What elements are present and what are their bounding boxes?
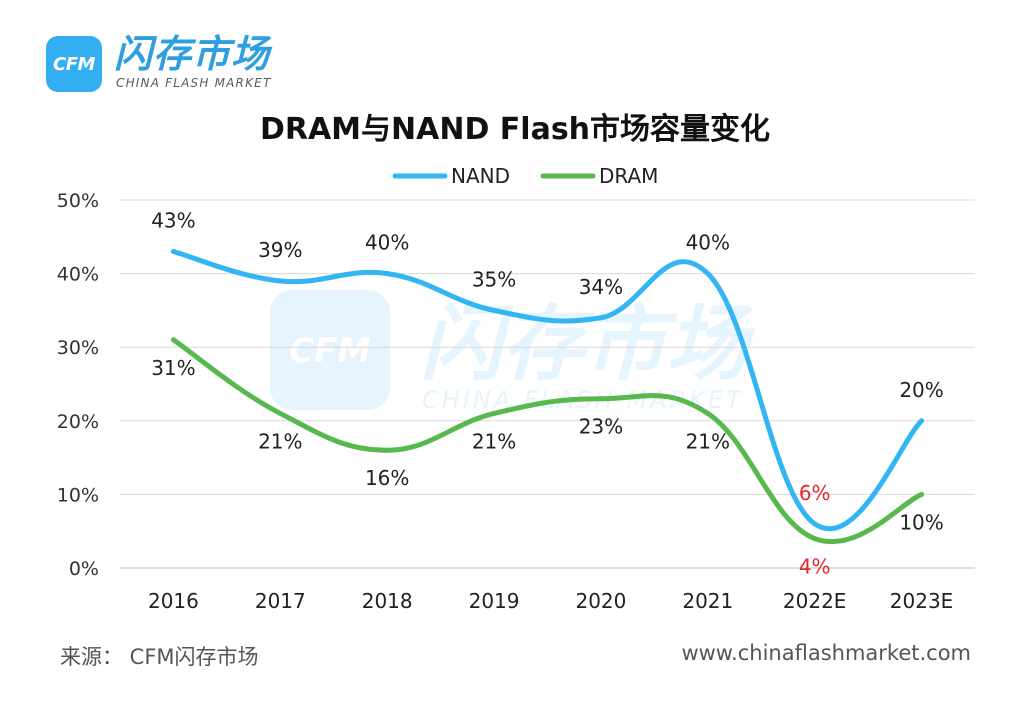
watermark-badge bbox=[270, 290, 390, 410]
y-tick-label: 10% bbox=[57, 484, 99, 506]
y-tick-label: 50% bbox=[57, 190, 99, 212]
data-label-dram: 4% bbox=[799, 555, 831, 579]
data-label-dram: 23% bbox=[579, 415, 623, 439]
x-tick-label: 2017 bbox=[255, 589, 306, 613]
brand-name: 闪存市场 bbox=[114, 32, 271, 76]
legend[interactable]: NAND DRAM bbox=[392, 164, 658, 188]
data-label-nand: 40% bbox=[686, 231, 730, 255]
watermark-badge-text: CFM bbox=[289, 331, 371, 371]
data-label-nand: 35% bbox=[472, 267, 516, 291]
data-point-dram bbox=[277, 410, 283, 416]
source-text: 来源： CFM闪存市场 bbox=[60, 645, 259, 669]
data-label-nand: 39% bbox=[258, 238, 302, 262]
data-label-nand: 6% bbox=[799, 481, 831, 505]
data-point-dram bbox=[170, 337, 176, 343]
series-line-dram bbox=[170, 337, 925, 545]
y-tick-label: 40% bbox=[57, 264, 99, 286]
data-label-dram: 10% bbox=[899, 510, 943, 534]
data-point-nand bbox=[277, 278, 283, 284]
x-tick-label: 2018 bbox=[362, 589, 413, 613]
data-label-dram: 21% bbox=[686, 429, 730, 453]
data-point-dram bbox=[705, 410, 711, 416]
brand-logo-badge-text: CFM bbox=[53, 53, 95, 75]
data-label-dram: 16% bbox=[365, 466, 409, 490]
data-point-nand bbox=[170, 249, 176, 255]
x-axis: 2016 2017 2018 2019 2020 2021 2022E 2023E bbox=[148, 589, 953, 613]
y-tick-label: 20% bbox=[57, 411, 99, 433]
data-label-dram: 21% bbox=[472, 429, 516, 453]
data-point-nand bbox=[384, 271, 390, 277]
x-tick-label: 2022E bbox=[783, 589, 847, 613]
data-label-dram: 21% bbox=[258, 429, 302, 453]
website-text: www.chinaflashmarket.com bbox=[681, 641, 971, 665]
y-axis: 0% 10% 20% 30% 40% 50% bbox=[57, 190, 99, 580]
data-point-dram bbox=[812, 536, 818, 542]
data-labels: 43% 39% 40% 35% 34% 40% 6% 20% 31% 21% 16% 21% 23% 21… bbox=[151, 209, 944, 579]
x-tick-label: 2016 bbox=[148, 589, 199, 613]
data-point-nand bbox=[705, 271, 711, 277]
legend-label-dram[interactable]: DRAM bbox=[599, 164, 658, 188]
series bbox=[170, 249, 925, 545]
data-point-nand bbox=[919, 418, 925, 424]
data-point-dram bbox=[491, 410, 497, 416]
watermark-name: 闪存市场 bbox=[420, 297, 756, 392]
legend-label-nand[interactable]: NAND bbox=[451, 164, 510, 188]
watermark: CFM 闪存市场 CHINA FLASH MARKET bbox=[270, 290, 756, 414]
brand-subtitle: CHINA FLASH MARKET bbox=[116, 76, 272, 90]
x-tick-label: 2021 bbox=[682, 589, 733, 613]
data-point-nand bbox=[598, 315, 604, 321]
brand-logo-badge: CFM bbox=[46, 36, 102, 92]
data-label-nand: 43% bbox=[151, 209, 195, 233]
data-label-dram: 31% bbox=[151, 356, 195, 380]
data-label-nand: 20% bbox=[899, 378, 943, 402]
data-point-nand bbox=[812, 521, 818, 527]
y-tick-label: 30% bbox=[57, 337, 99, 359]
grid bbox=[120, 199, 975, 569]
x-tick-label: 2023E bbox=[890, 589, 954, 613]
chart-title: DRAM与NAND Flash市场容量变化 bbox=[260, 112, 770, 147]
data-point-dram bbox=[919, 491, 925, 497]
data-point-dram bbox=[384, 447, 390, 453]
x-tick-label: 2019 bbox=[469, 589, 520, 613]
x-tick-label: 2020 bbox=[575, 589, 626, 613]
data-label-nand: 40% bbox=[365, 231, 409, 255]
data-point-nand bbox=[491, 307, 497, 313]
data-point-dram bbox=[598, 396, 604, 402]
data-label-nand: 34% bbox=[579, 275, 623, 299]
y-tick-label: 0% bbox=[69, 558, 99, 580]
